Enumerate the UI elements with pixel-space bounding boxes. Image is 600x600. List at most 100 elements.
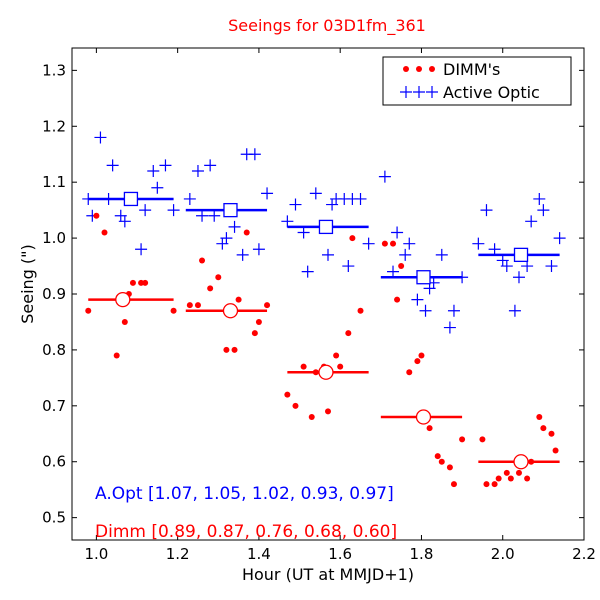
active-optic-point <box>94 131 107 144</box>
active-optic-point <box>183 192 196 205</box>
active-optic-point <box>191 165 204 177</box>
dimm-point <box>446 464 453 471</box>
dimm-point <box>215 274 222 281</box>
dimm-point <box>199 257 206 264</box>
dimm-point <box>381 240 388 247</box>
x-tick-label: 1.0 <box>84 545 108 563</box>
aopt-mean-marker <box>513 247 529 263</box>
active-optic-point <box>447 304 460 317</box>
active-optic-point <box>196 209 209 222</box>
legend: DIMM's Active Optic <box>382 56 572 106</box>
dimm-point <box>450 481 457 488</box>
active-optic-point <box>261 187 274 200</box>
dimm-point <box>479 436 486 443</box>
x-tick-label: 1.2 <box>166 545 190 563</box>
active-optic-point <box>472 237 485 250</box>
active-optic-point <box>248 148 261 161</box>
active-optic-point <box>399 248 412 261</box>
dimm-summary: Dimm [0.89, 0.87, 0.76, 0.68, 0.60] <box>95 522 397 542</box>
dimm-mean-marker <box>318 364 334 380</box>
dimm-point <box>414 358 421 365</box>
dimm-point <box>235 296 242 303</box>
x-axis: 1.0 1.2 1.4 1.6 1.8 2.0 2.2 <box>84 48 596 563</box>
dimm-point <box>113 352 120 359</box>
active-optic-point <box>391 226 404 239</box>
dimm-point <box>434 453 441 460</box>
y-tick-label: 1.2 <box>42 117 66 135</box>
active-optic-point <box>419 304 432 317</box>
dimm-point <box>524 475 531 482</box>
dimm-point <box>515 469 522 476</box>
dimm-point <box>129 279 136 286</box>
dimm-point <box>231 346 238 353</box>
active-optic-point <box>281 215 294 228</box>
y-tick-label: 1.3 <box>42 61 66 79</box>
active-optic-point <box>435 248 448 261</box>
dimm-point <box>85 307 92 314</box>
legend-markers <box>400 66 438 98</box>
dimm-point <box>251 330 258 337</box>
active-optic-point <box>236 248 249 261</box>
active-optic-point <box>301 265 314 278</box>
dimm-point <box>300 363 307 370</box>
aopt-mean-series <box>88 191 560 285</box>
y-tick-label: 1.0 <box>42 229 66 247</box>
legend-box <box>382 56 572 106</box>
active-optic-point <box>147 165 160 177</box>
dimm-point <box>390 240 397 247</box>
dimm-mean-marker <box>513 454 529 470</box>
active-optic-point <box>167 204 180 217</box>
aopt-summary: A.Opt [1.07, 1.05, 1.02, 0.93, 0.97] <box>95 484 394 504</box>
dimm-point <box>418 352 425 359</box>
active-optic-point <box>553 232 566 245</box>
chart-title: Seeings for 03D1fm_361 <box>228 16 426 36</box>
dimm-point <box>536 414 543 420</box>
dimm-point <box>333 352 340 359</box>
active-optic-point <box>151 181 164 194</box>
x-tick-label: 2.2 <box>572 545 596 563</box>
dimm-point <box>357 307 364 314</box>
y-axis: 0.5 0.6 0.7 0.8 0.9 1.0 1.1 1.2 1.3 <box>42 61 584 527</box>
dimm-point <box>264 302 271 309</box>
dimm-point <box>93 212 100 219</box>
active-optic-point <box>322 248 334 261</box>
active-optic-point <box>403 237 416 250</box>
y-tick-label: 0.6 <box>42 453 66 471</box>
active-optic-point <box>289 198 302 211</box>
dimm-point <box>438 458 445 465</box>
dimm-point <box>142 279 149 286</box>
active-optic-point <box>537 204 550 217</box>
active-optic-point <box>228 220 241 233</box>
active-optic-point <box>525 215 538 228</box>
x-axis-label: Hour (UT at MMJD+1) <box>242 565 414 584</box>
x-tick-label: 1.6 <box>328 545 352 563</box>
active-optic-point <box>159 159 172 172</box>
active-optic-point <box>220 232 233 245</box>
active-optic-point <box>362 237 375 250</box>
aopt-mean-marker <box>416 270 431 285</box>
active-optic-series <box>82 131 566 334</box>
dimm-point <box>292 402 299 409</box>
dimm-mean-marker <box>415 409 432 425</box>
active-optic-point <box>204 159 217 172</box>
plot-frame <box>71 47 585 541</box>
dimm-point <box>121 318 128 325</box>
dimm-point <box>548 430 555 437</box>
legend-label-dimm: DIMM's <box>443 60 500 79</box>
dimm-point <box>186 302 193 309</box>
active-optic-point <box>500 260 513 273</box>
legend-dimm-dot <box>403 66 409 72</box>
active-optic-point <box>252 243 265 256</box>
active-optic-point <box>512 271 525 284</box>
dimm-point <box>540 425 547 432</box>
legend-active-optic-plus <box>426 86 438 98</box>
y-axis-label: Seeing (") <box>18 244 37 324</box>
dimm-point <box>243 229 250 236</box>
active-optic-point <box>521 260 534 273</box>
dimm-point <box>223 346 230 353</box>
dimm-point <box>308 414 315 420</box>
dimm-point <box>507 475 514 482</box>
dimm-point <box>170 307 177 314</box>
y-tick-label: 0.5 <box>42 509 66 527</box>
